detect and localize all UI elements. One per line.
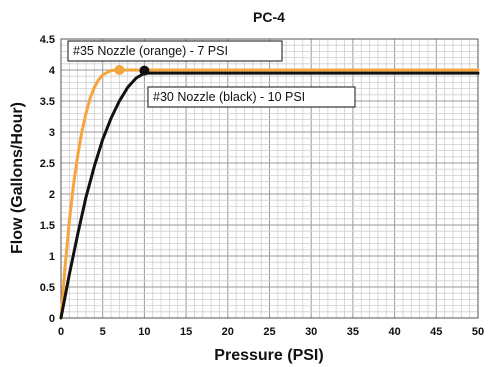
y-axis-label: Flow (Gallons/Hour) xyxy=(9,102,26,254)
x-tick-label: 50 xyxy=(472,326,484,338)
marker-black xyxy=(139,65,150,76)
x-tick-label: 25 xyxy=(263,326,275,338)
grid xyxy=(60,38,479,319)
series-line-black xyxy=(59,71,480,320)
annotation-black-text: #30 Nozzle (black) - 10 PSI xyxy=(153,90,305,104)
x-tick-label: 30 xyxy=(305,326,317,338)
annotation-orange-box xyxy=(67,40,283,62)
y-tick-label: 1 xyxy=(49,251,55,263)
series-markers xyxy=(114,65,150,76)
series-line-orange xyxy=(59,68,480,320)
marker-orange xyxy=(114,65,125,75)
x-tick-label: 15 xyxy=(180,326,192,338)
y-tick-label: 4 xyxy=(49,65,56,77)
x-tick-label: 0 xyxy=(58,326,64,338)
y-tick-label: 3 xyxy=(49,127,55,139)
y-tick-label: 2 xyxy=(49,189,55,201)
x-tick-label: 5 xyxy=(100,326,106,338)
x-tick-label: 45 xyxy=(430,326,442,338)
y-tick-label: 3.5 xyxy=(40,96,55,108)
tick-labels: 0 5 10 15 20 25 30 35 40 45 50 0 0.5 1 1.5 2 2.5 3 3.5 4 4.5 xyxy=(40,34,484,338)
x-axis-label: Pressure (PSI) xyxy=(214,347,323,364)
chart-title: PC-4 xyxy=(253,9,285,25)
annotation-black-box xyxy=(147,86,356,108)
annotation-black: #30 Nozzle (black) - 10 PSI xyxy=(147,86,356,108)
annotation-orange: #35 Nozzle (orange) - 7 PSI xyxy=(67,40,283,62)
y-tick-label: 0.5 xyxy=(40,282,55,294)
y-tick-label: 4.5 xyxy=(40,34,55,46)
plot-frame xyxy=(60,38,479,319)
series-lines xyxy=(59,68,480,320)
y-tick-label: 1.5 xyxy=(40,220,55,232)
x-tick-label: 10 xyxy=(138,326,150,338)
x-tick-label: 40 xyxy=(388,326,400,338)
plot-border xyxy=(60,38,479,319)
x-tick-label: 20 xyxy=(222,326,234,338)
y-tick-label: 0 xyxy=(49,313,55,325)
x-tick-label: 35 xyxy=(347,326,359,338)
annotation-orange-text: #35 Nozzle (orange) - 7 PSI xyxy=(73,44,228,58)
y-tick-label: 2.5 xyxy=(40,158,55,170)
